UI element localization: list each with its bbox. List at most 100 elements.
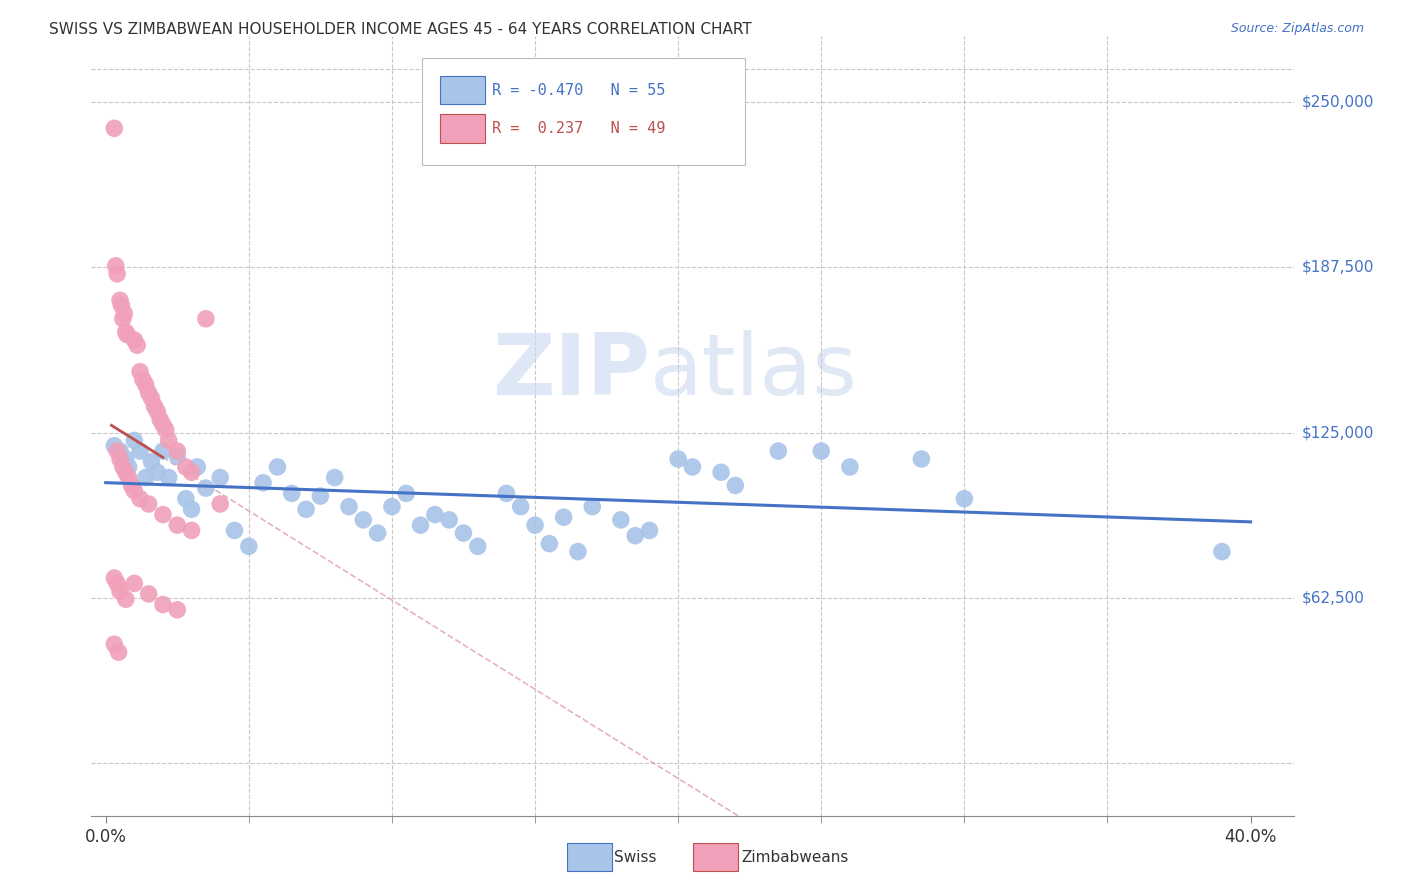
Point <box>509 500 531 514</box>
Point <box>166 603 188 617</box>
Point <box>437 513 460 527</box>
Point <box>581 500 603 514</box>
Point <box>323 470 346 484</box>
Point <box>453 526 475 541</box>
Point <box>910 452 932 467</box>
Point <box>953 491 976 506</box>
Point <box>666 452 689 467</box>
Point <box>152 598 174 612</box>
Point <box>166 450 188 464</box>
Point <box>337 500 360 514</box>
Point <box>538 536 561 550</box>
Point <box>409 518 432 533</box>
Point <box>610 513 633 527</box>
Point <box>252 475 274 490</box>
Text: Swiss: Swiss <box>614 850 657 864</box>
Point <box>295 502 318 516</box>
Point <box>141 455 163 469</box>
Point <box>103 439 125 453</box>
Text: R = -0.470   N = 55: R = -0.470 N = 55 <box>492 83 665 97</box>
Point <box>117 470 139 484</box>
Point <box>174 491 197 506</box>
Point <box>104 259 127 273</box>
Point <box>115 327 138 342</box>
Point <box>681 459 703 474</box>
Point <box>166 518 188 533</box>
Point <box>352 513 374 527</box>
Point <box>194 481 217 495</box>
Point <box>107 645 129 659</box>
Point <box>138 385 160 400</box>
Point <box>838 459 860 474</box>
Point <box>143 399 166 413</box>
Point <box>238 539 260 553</box>
Point <box>280 486 302 500</box>
Point <box>155 423 177 437</box>
Text: $62,500: $62,500 <box>1302 591 1365 606</box>
Point <box>138 587 160 601</box>
Point <box>141 391 163 405</box>
Point <box>174 459 197 474</box>
Point <box>111 459 134 474</box>
Point <box>194 311 217 326</box>
Text: Source: ZipAtlas.com: Source: ZipAtlas.com <box>1230 22 1364 36</box>
Point <box>810 444 832 458</box>
Point <box>112 306 135 320</box>
Point <box>553 510 575 524</box>
Point <box>638 524 661 538</box>
Point <box>567 544 589 558</box>
Point <box>423 508 446 522</box>
Point <box>367 526 389 541</box>
Point <box>180 465 202 479</box>
Point <box>124 434 146 448</box>
Text: atlas: atlas <box>650 330 858 413</box>
Text: ZIP: ZIP <box>492 330 650 413</box>
Point <box>209 470 232 484</box>
Point <box>146 465 169 479</box>
Point <box>108 293 131 308</box>
Point <box>114 452 136 467</box>
Point <box>495 486 517 500</box>
Text: Zimbabweans: Zimbabweans <box>741 850 848 864</box>
Point <box>266 459 288 474</box>
Point <box>524 518 547 533</box>
Point <box>138 497 160 511</box>
Point <box>166 444 188 458</box>
Point <box>124 333 146 347</box>
Point <box>710 465 733 479</box>
Point <box>146 404 169 418</box>
Point <box>135 378 157 392</box>
Point <box>395 486 418 500</box>
Point <box>110 299 132 313</box>
Point <box>129 444 152 458</box>
Point <box>467 539 489 553</box>
Point <box>105 444 128 458</box>
Point <box>157 470 180 484</box>
Point <box>114 465 136 479</box>
Point <box>129 491 152 506</box>
Text: $187,500: $187,500 <box>1302 260 1375 275</box>
Text: R =  0.237   N = 49: R = 0.237 N = 49 <box>492 121 665 136</box>
Point <box>111 311 134 326</box>
Point <box>309 489 332 503</box>
Point <box>768 444 790 458</box>
Point <box>157 434 180 448</box>
Point <box>180 524 202 538</box>
Point <box>381 500 404 514</box>
Point <box>152 417 174 432</box>
Point <box>124 576 146 591</box>
Point <box>152 508 174 522</box>
Text: SWISS VS ZIMBABWEAN HOUSEHOLDER INCOME AGES 45 - 64 YEARS CORRELATION CHART: SWISS VS ZIMBABWEAN HOUSEHOLDER INCOME A… <box>49 22 752 37</box>
Point <box>129 365 152 379</box>
Point <box>152 444 174 458</box>
Point <box>117 459 139 474</box>
Point <box>624 529 647 543</box>
Point <box>127 338 149 352</box>
Point <box>108 452 131 467</box>
Point <box>103 571 125 585</box>
Point <box>103 121 125 136</box>
Text: $250,000: $250,000 <box>1302 95 1375 110</box>
Point <box>209 497 232 511</box>
Point <box>149 412 172 426</box>
Point <box>135 470 157 484</box>
